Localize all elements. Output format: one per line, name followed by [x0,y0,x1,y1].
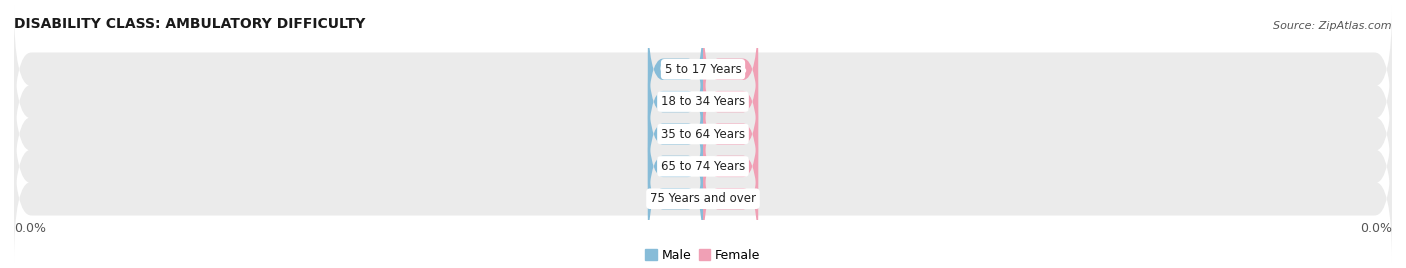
FancyBboxPatch shape [14,102,1392,230]
Text: 0.0%: 0.0% [14,222,46,235]
FancyBboxPatch shape [14,5,1392,133]
Text: 0.0%: 0.0% [1360,222,1392,235]
Text: 0.0%: 0.0% [714,192,747,205]
Text: 0.0%: 0.0% [659,160,692,173]
FancyBboxPatch shape [703,73,758,195]
Legend: Male, Female: Male, Female [645,248,761,262]
Text: Source: ZipAtlas.com: Source: ZipAtlas.com [1274,21,1392,31]
FancyBboxPatch shape [703,9,758,130]
FancyBboxPatch shape [703,41,758,162]
Text: 65 to 74 Years: 65 to 74 Years [661,160,745,173]
Text: 35 to 64 Years: 35 to 64 Years [661,128,745,140]
Text: 0.0%: 0.0% [714,128,747,140]
FancyBboxPatch shape [14,135,1392,263]
FancyBboxPatch shape [648,41,703,162]
Text: 0.0%: 0.0% [714,160,747,173]
Text: 0.0%: 0.0% [659,128,692,140]
FancyBboxPatch shape [703,106,758,227]
Text: 0.0%: 0.0% [659,63,692,76]
Text: 5 to 17 Years: 5 to 17 Years [665,63,741,76]
Text: 0.0%: 0.0% [659,95,692,108]
FancyBboxPatch shape [14,70,1392,198]
FancyBboxPatch shape [648,73,703,195]
Text: 0.0%: 0.0% [659,192,692,205]
Text: 18 to 34 Years: 18 to 34 Years [661,95,745,108]
Text: DISABILITY CLASS: AMBULATORY DIFFICULTY: DISABILITY CLASS: AMBULATORY DIFFICULTY [14,17,366,31]
Text: 0.0%: 0.0% [714,95,747,108]
FancyBboxPatch shape [14,38,1392,166]
Text: 75 Years and over: 75 Years and over [650,192,756,205]
Text: 0.0%: 0.0% [714,63,747,76]
FancyBboxPatch shape [648,138,703,259]
FancyBboxPatch shape [648,9,703,130]
FancyBboxPatch shape [648,106,703,227]
FancyBboxPatch shape [703,138,758,259]
